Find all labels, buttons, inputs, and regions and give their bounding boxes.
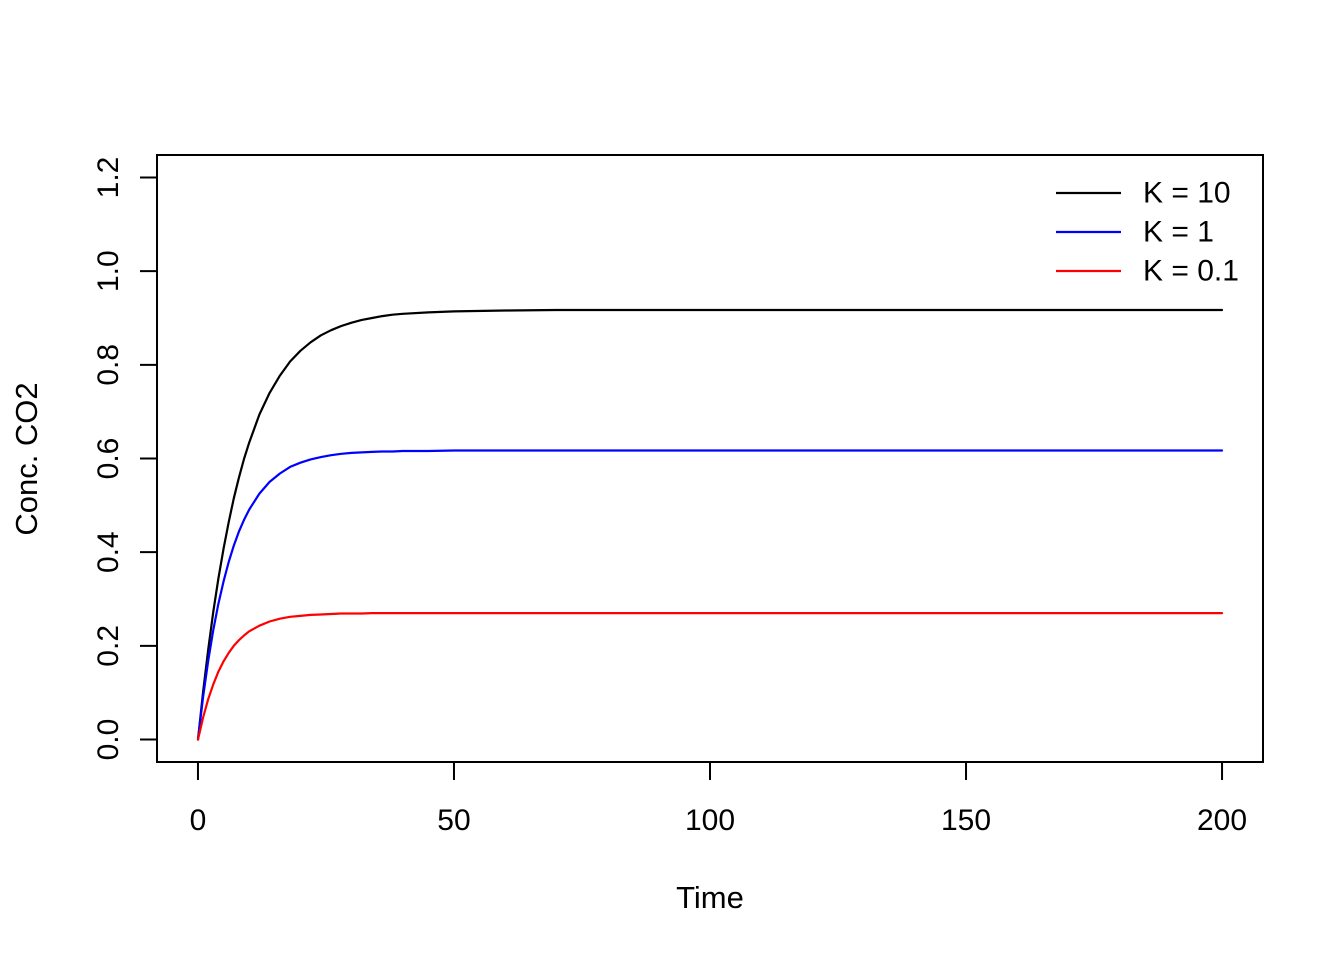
x-tick-label: 150 xyxy=(941,804,991,837)
curve-k-0.1 xyxy=(196,611,1224,741)
x-tick-label: 200 xyxy=(1197,804,1247,837)
legend-label-k-10: K = 10 xyxy=(1143,177,1231,210)
curve-k-10 xyxy=(196,308,1224,741)
x-tick-label: 0 xyxy=(190,804,207,837)
y-tick-label: 0.6 xyxy=(92,438,125,480)
legend-label-k-1: K = 1 xyxy=(1143,216,1214,249)
y-tick-label: 1.0 xyxy=(92,250,125,292)
legend-label-k-0.1: K = 0.1 xyxy=(1143,255,1239,288)
x-tick-label: 100 xyxy=(685,804,735,837)
y-tick-label: 0.0 xyxy=(92,719,125,761)
y-tick-label: 0.2 xyxy=(92,625,125,667)
y-axis-title: Conc. CO2 xyxy=(9,382,44,535)
x-axis-title: Time xyxy=(676,880,744,915)
x-tick-label: 50 xyxy=(437,804,470,837)
plot-frame xyxy=(156,154,1264,763)
y-tick-label: 1.2 xyxy=(92,157,125,199)
chart-generated-group: 0 50 100 150 200 0.0 0.2 0.4 0.6 0.8 1.0 1.2 K = 10 K… xyxy=(92,154,1264,837)
curve-k-1 xyxy=(196,449,1224,741)
y-tick-label: 0.8 xyxy=(92,344,125,386)
y-tick-label: 0.4 xyxy=(92,531,125,573)
